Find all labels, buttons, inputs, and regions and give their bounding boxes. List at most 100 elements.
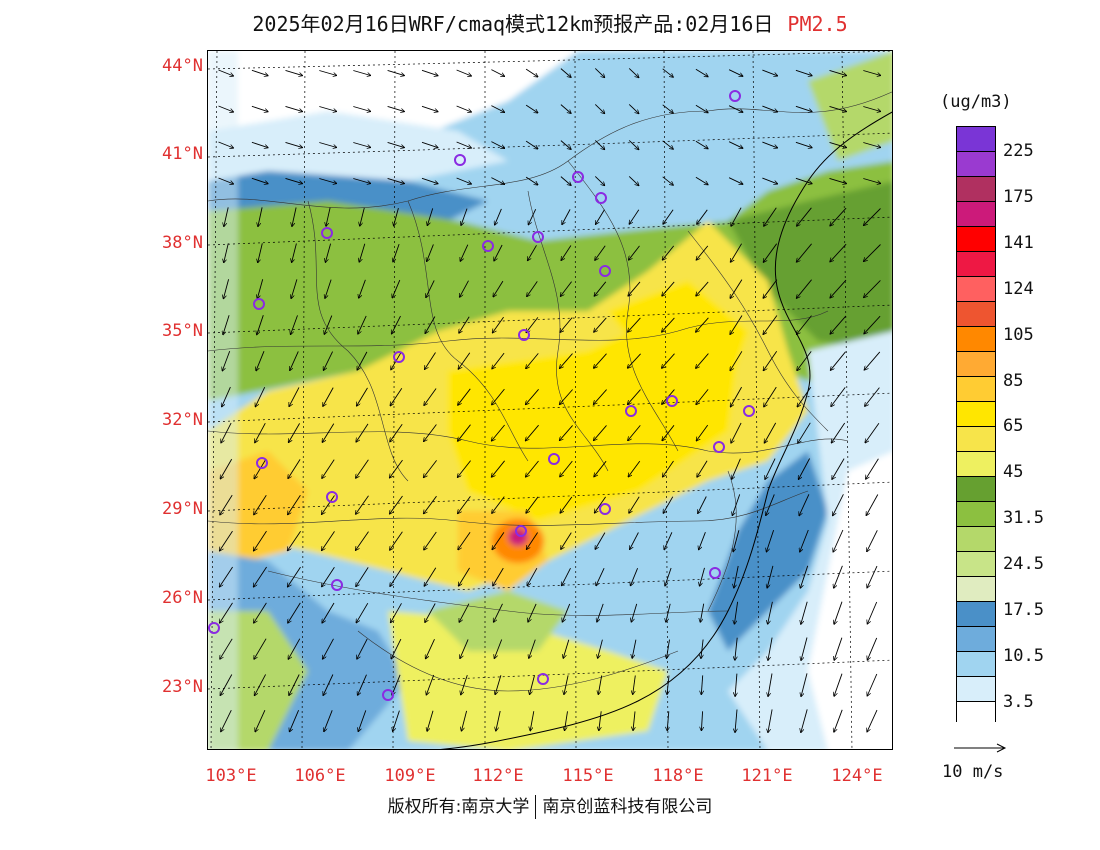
wind-arrow xyxy=(421,177,438,183)
wind-arrow xyxy=(800,529,809,552)
wind-arrow xyxy=(323,387,334,407)
wind-arrow xyxy=(251,141,268,147)
wind-arrow xyxy=(218,141,234,148)
wind-arrow xyxy=(597,603,604,622)
wind-arrow xyxy=(324,710,333,731)
wind-arrow xyxy=(562,603,571,622)
wind-arrow xyxy=(460,280,469,298)
wind-arrow xyxy=(353,142,370,148)
wind-arrow xyxy=(867,637,878,660)
wind-arrow xyxy=(559,389,573,405)
wind-arrow xyxy=(494,244,503,261)
wind-arrow xyxy=(629,245,640,260)
wind-arrow xyxy=(663,496,674,514)
wind-arrow xyxy=(255,422,266,443)
wind-arrow xyxy=(628,176,639,185)
city-marker xyxy=(326,491,338,503)
wind-arrow xyxy=(830,243,847,262)
wind-arrow xyxy=(768,637,773,661)
wind-arrow xyxy=(527,567,538,586)
wind-arrow xyxy=(390,531,403,550)
wind-arrow xyxy=(424,567,437,586)
wind-arrow xyxy=(323,674,334,696)
colorbar-swatch xyxy=(957,552,995,577)
wind-arrow xyxy=(831,387,846,406)
wind-arrow xyxy=(491,105,504,113)
wind-arrow xyxy=(833,494,844,515)
wind-arrow xyxy=(258,207,263,226)
wind-arrow xyxy=(288,423,300,442)
wind-arrow xyxy=(251,105,268,111)
lon-label: 106°E xyxy=(294,766,346,786)
wind-arrow xyxy=(253,566,267,587)
wind-arrow xyxy=(491,424,505,441)
wind-arrow xyxy=(863,106,880,112)
wind-arrow xyxy=(798,458,810,480)
wind-arrow xyxy=(358,710,367,731)
wind-arrow xyxy=(829,105,847,111)
colorbar-swatch xyxy=(957,502,995,527)
wind-arrow xyxy=(456,177,472,184)
wind-arrow xyxy=(662,104,674,113)
lon-label: 103°E xyxy=(205,766,257,786)
wind-arrow xyxy=(867,565,878,588)
wind-arrow xyxy=(353,178,370,184)
wind-arrow xyxy=(696,317,709,332)
wind-arrow xyxy=(289,710,300,732)
city-marker xyxy=(599,265,611,277)
wind-arrow xyxy=(730,351,743,370)
wind-arrow xyxy=(633,675,636,695)
wind-arrow xyxy=(731,207,742,227)
wind-arrow xyxy=(526,317,539,332)
wind-arrow xyxy=(218,105,234,112)
wind-arrow xyxy=(662,317,675,332)
wind-arrow xyxy=(596,568,605,586)
wind-arrow xyxy=(565,711,568,730)
wind-arrow xyxy=(797,386,812,407)
copyright-right: 南京创蓝科技有限公司 xyxy=(542,797,713,817)
wind-arrow xyxy=(630,568,639,586)
wind-arrow xyxy=(220,602,233,623)
map-title: 2025年02月16日WRF/cmaq模式12km预报产品:02月16日 PM2.… xyxy=(0,8,1100,37)
wind-arrow xyxy=(460,639,469,658)
wind-arrow xyxy=(458,352,471,369)
wind-arrow xyxy=(695,140,708,148)
wind-arrow xyxy=(353,70,370,76)
wind-arrow xyxy=(492,316,504,333)
title-text: 2025年02月16日WRF/cmaq模式12km预报产品:02月16日 xyxy=(252,12,774,36)
wind-arrow xyxy=(285,69,303,75)
wind-arrow xyxy=(665,567,672,586)
wind-arrow xyxy=(598,675,603,695)
wind-arrow xyxy=(798,422,811,443)
wind-arrow xyxy=(491,460,505,477)
wind-arrow xyxy=(560,317,573,333)
units-label: (ug/m3) xyxy=(940,92,1012,112)
city-marker xyxy=(572,171,584,183)
wind-arrow xyxy=(795,69,812,75)
wind-arrow xyxy=(593,389,607,405)
wind-arrow xyxy=(492,352,505,369)
wind-arrow xyxy=(285,177,303,183)
wind-arrow xyxy=(528,209,537,225)
wind-arrow xyxy=(666,603,671,622)
wind-arrow xyxy=(457,460,471,478)
wind-arrow xyxy=(696,389,709,404)
lat-label: 23°N xyxy=(162,677,203,697)
wind-arrow xyxy=(764,207,777,226)
lat-label: 38°N xyxy=(162,233,203,253)
wind-arrow xyxy=(491,177,504,185)
wind-arrow xyxy=(322,459,335,479)
wind-arrow xyxy=(834,673,843,697)
wind-arrow xyxy=(427,710,434,732)
wind-arrow xyxy=(356,495,369,515)
wind-arrow xyxy=(319,106,336,112)
wind-arrow xyxy=(458,388,471,405)
city-marker xyxy=(709,567,721,579)
wind-arrow xyxy=(562,567,571,586)
wind-arrow xyxy=(390,495,403,514)
wind-arrow xyxy=(801,673,808,696)
wind-arrow xyxy=(458,531,471,550)
wind-arrow xyxy=(560,104,571,114)
wind-arrow xyxy=(701,675,702,694)
wind-arrow xyxy=(628,281,641,296)
